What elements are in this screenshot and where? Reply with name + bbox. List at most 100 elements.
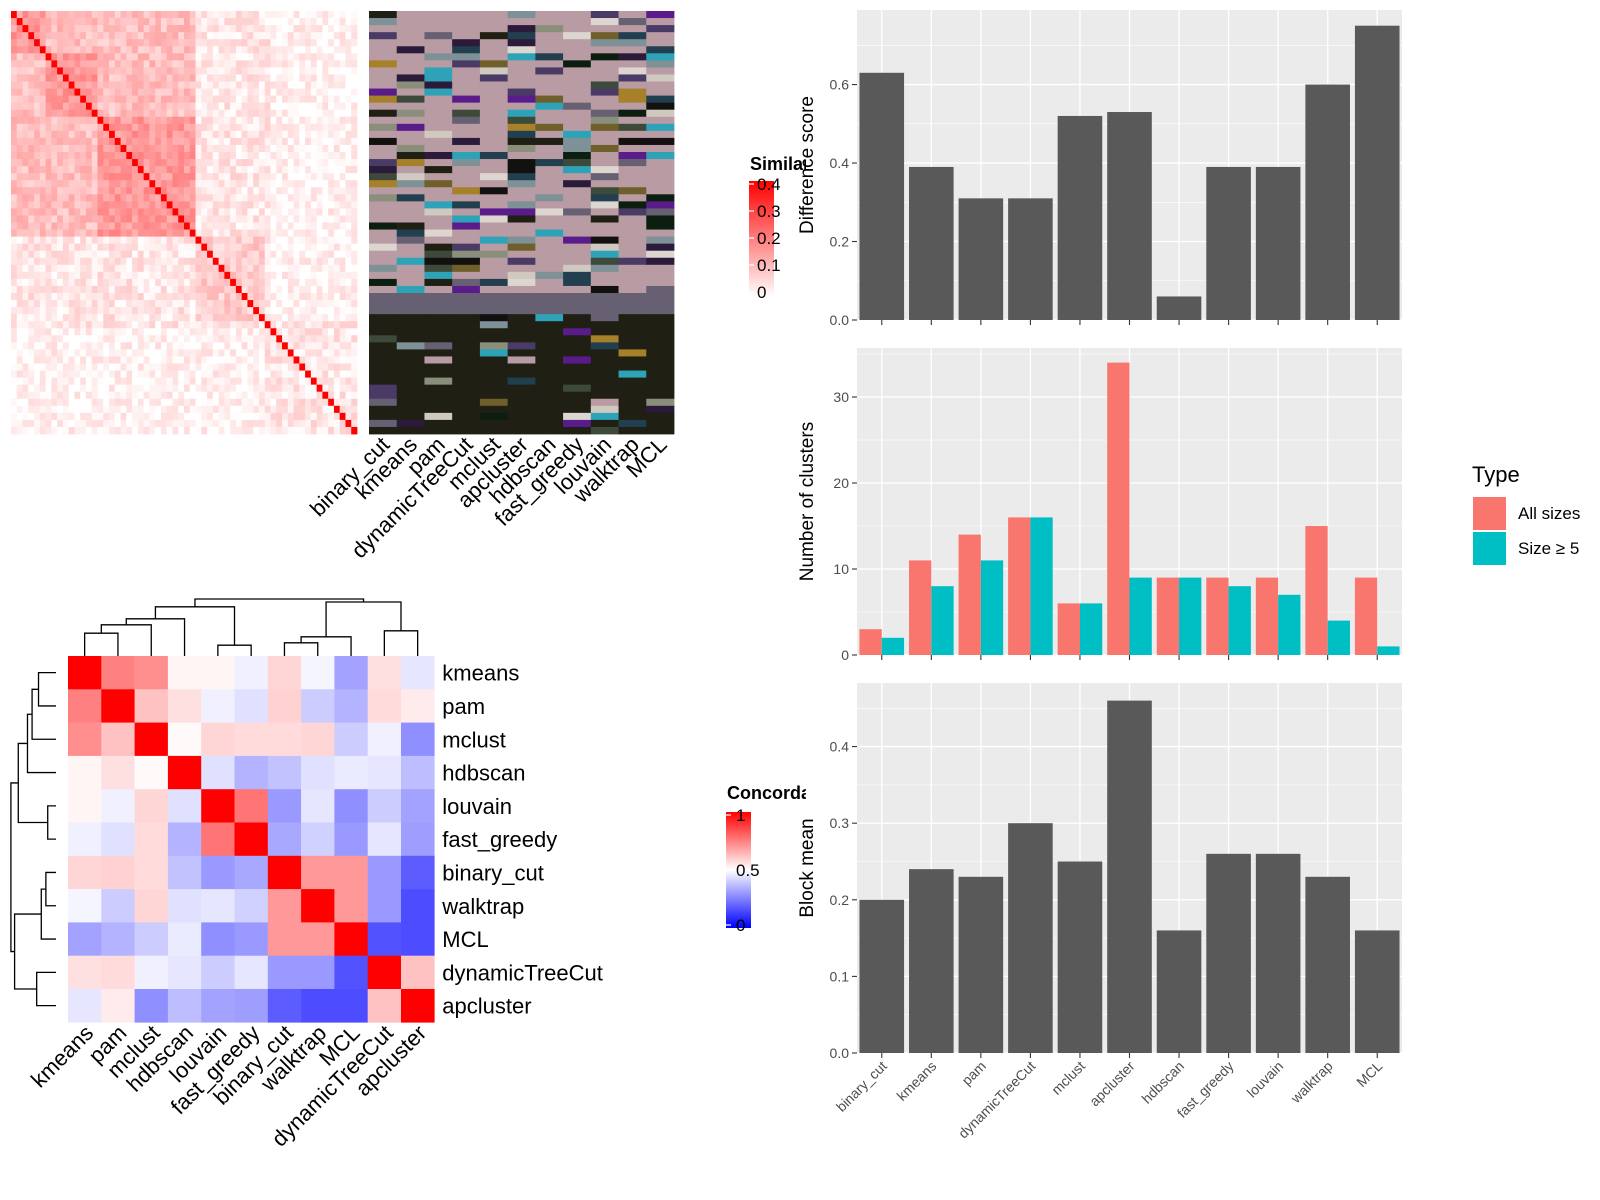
cluster-cell (618, 187, 647, 195)
similarity-cell (160, 109, 168, 118)
similarity-cell (28, 236, 35, 245)
similarity-cell (235, 95, 243, 104)
similarity-cell (305, 356, 312, 364)
similarity-cell (68, 271, 75, 280)
similarity-cell (253, 109, 260, 118)
similarity-cell (137, 180, 145, 188)
similarity-cell (247, 201, 254, 209)
similarity-cell (45, 102, 52, 111)
similarity-cell (333, 405, 341, 414)
similarity-cell (155, 391, 162, 400)
similarity-cell (57, 257, 64, 266)
similarity-cell (149, 321, 156, 329)
similarity-cell (74, 250, 81, 259)
similarity-cell (97, 25, 104, 33)
similarity-cell (39, 81, 46, 89)
similarity-cell (189, 243, 196, 252)
similarity-cell (97, 159, 104, 167)
cluster-cell (563, 257, 592, 266)
similarity-cell (160, 321, 168, 329)
cluster-cell (452, 293, 481, 301)
similarity-cell (28, 243, 35, 252)
similarity-cell (22, 229, 29, 237)
similarity-cell (351, 405, 358, 414)
similarity-cell (62, 109, 70, 118)
cluster-cell (563, 123, 592, 132)
cluster-cell (396, 144, 425, 153)
similarity-cell (97, 293, 104, 301)
similarity-cell (287, 243, 294, 252)
similarity-cell (51, 201, 58, 209)
similarity-cell (39, 53, 46, 61)
similarity-cell (132, 11, 139, 19)
similarity-cell (166, 250, 173, 259)
cluster-cell (369, 25, 398, 33)
similarity-cell (316, 300, 323, 308)
similarity-cell (68, 144, 75, 153)
cluster-cell (369, 384, 398, 393)
similarity-cell (155, 264, 162, 273)
similarity-cell (333, 130, 341, 139)
cluster-cell (479, 130, 509, 139)
similarity-cell (218, 300, 225, 308)
cluster-cell (424, 166, 453, 174)
similarity-cell (345, 116, 352, 125)
similarity-cell (74, 74, 81, 82)
similarity-cell (264, 88, 271, 96)
similarity-cell (178, 39, 185, 47)
similarity-cell (34, 412, 41, 421)
similarity-cell (253, 356, 260, 364)
similarity-cell (258, 88, 266, 96)
similarity-cell (68, 39, 75, 47)
similarity-cell (235, 342, 243, 350)
cluster-cell (396, 356, 425, 364)
similarity-cell (74, 236, 81, 245)
similarity-cell (103, 321, 110, 329)
similarity-cell (132, 130, 139, 139)
similarity-cell (328, 412, 335, 421)
similarity-cell (253, 173, 260, 181)
similarity-cell (316, 356, 323, 364)
similarity-cell (212, 335, 219, 343)
similarity-cell (224, 130, 231, 139)
similarity-cell (299, 307, 306, 315)
similarity-cell (11, 356, 18, 364)
similarity-cell (160, 67, 168, 75)
similarity-cell (91, 264, 98, 273)
similarity-cell (270, 109, 277, 118)
cluster-cell (590, 377, 619, 386)
similarity-cell (235, 300, 243, 308)
similarity-cell (120, 328, 127, 336)
similarity-cell (45, 222, 52, 230)
cluster-cell (479, 18, 509, 26)
similarity-cell (62, 370, 70, 378)
similarity-cell (51, 377, 58, 386)
similarity-cell (224, 412, 231, 421)
similarity-cell (39, 398, 46, 407)
similarity-cell (235, 180, 243, 188)
concordance-row-labels: kmeanspammclusthdbscanlouvainfast_greedy… (441, 661, 603, 1019)
similarity-cell (247, 102, 254, 111)
similarity-cell (293, 60, 300, 68)
similarity-cell (282, 116, 289, 125)
cluster-cell (646, 74, 675, 82)
similarity-cell (166, 335, 173, 343)
similarity-cell (51, 314, 58, 322)
concordance-cells (68, 656, 435, 1023)
cluster-cell (535, 25, 564, 33)
similarity-cell (316, 243, 323, 252)
similarity-cell (91, 328, 98, 336)
cluster-cell (535, 74, 564, 82)
similarity-cell (34, 187, 41, 195)
concordance-cell (334, 922, 368, 956)
cluster-cell (479, 159, 509, 167)
similarity-cell (316, 229, 323, 237)
similarity-cell (39, 370, 46, 378)
similarity-cell (351, 116, 358, 125)
similarity-cell (322, 426, 329, 435)
similarity-cell (247, 405, 254, 414)
similarity-cell (172, 25, 179, 33)
similarity-cell (85, 74, 93, 82)
similarity-cell (172, 300, 179, 308)
similarity-cell (45, 342, 52, 350)
